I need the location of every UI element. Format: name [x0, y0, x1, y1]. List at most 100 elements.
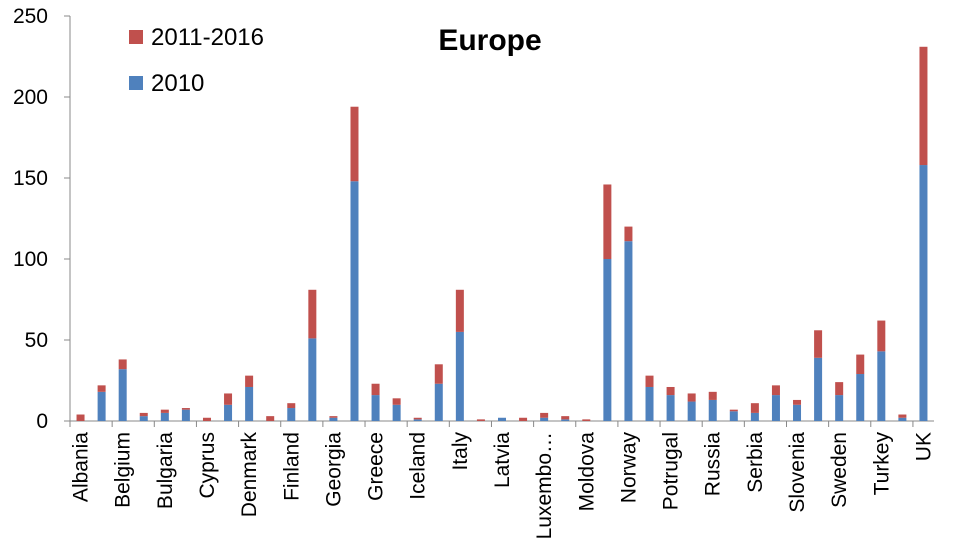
bar-2010: [919, 165, 928, 421]
bar-2011-2016: [266, 416, 275, 421]
bar-2010: [561, 419, 570, 421]
bar-2011-2016: [919, 46, 928, 166]
x-tick-label: Albania: [70, 432, 93, 502]
legend-label-2011-2016: 2011-2016: [151, 24, 264, 51]
bar-2010: [308, 338, 317, 421]
bar-2011-2016: [582, 419, 591, 421]
x-tick-label: Denmark: [238, 432, 261, 518]
legend: 2011-2016 2010: [129, 24, 264, 97]
x-tick-label: Greece: [365, 432, 388, 501]
bar-2010: [603, 259, 612, 421]
bar-2011-2016: [687, 393, 696, 402]
bar-2010: [877, 351, 886, 421]
bar-2010: [224, 404, 233, 421]
bar-2011-2016: [540, 412, 549, 418]
bar-2011-2016: [371, 383, 380, 396]
bar-2011-2016: [455, 289, 464, 332]
x-tick-label: Finland: [280, 432, 303, 501]
bar-2011-2016: [434, 364, 443, 384]
bar-2011-2016: [603, 184, 612, 259]
x-tick-label: Latvia: [491, 432, 514, 488]
bar-2011-2016: [139, 412, 148, 417]
bar-2010: [624, 241, 633, 421]
bar-2010: [498, 417, 506, 421]
bar-2010: [245, 386, 254, 421]
bar-2010: [434, 383, 443, 421]
bar-2010: [350, 181, 359, 421]
bar-2011-2016: [308, 289, 317, 339]
bar-2010: [392, 404, 401, 421]
bar-2010: [793, 404, 802, 421]
x-tick-label: Turkey: [870, 432, 893, 496]
bar-2011-2016: [245, 375, 254, 387]
bar-2011-2016: [76, 414, 85, 421]
bar-2010: [708, 399, 717, 421]
x-tick-label: Potrugal: [660, 432, 683, 510]
bar-2010: [413, 419, 422, 421]
chart-title: Europe: [438, 24, 541, 57]
bar-2011-2016: [350, 106, 359, 182]
bar-2011-2016: [645, 375, 654, 387]
bar-2011-2016: [287, 403, 296, 409]
bar-2011-2016: [666, 386, 675, 396]
bar-2010: [645, 386, 654, 421]
bar-2010: [287, 408, 296, 421]
bar-2010: [750, 412, 759, 421]
legend-swatch-2011-2016: [129, 30, 143, 44]
x-tick-label: Moldova: [575, 432, 598, 512]
plot-area: 0 50 100 150 200 250 Albania Belgium Bulgaria Cyp…: [13, 5, 936, 539]
bar-2011-2016: [181, 408, 190, 410]
bar-2011-2016: [835, 382, 844, 396]
bar-2010: [160, 412, 169, 421]
x-tick-label: Bulgaria: [154, 432, 177, 509]
bar-2011-2016: [624, 226, 633, 242]
x-tick-label: Georgia: [322, 432, 345, 507]
bar-2011-2016: [97, 385, 106, 392]
bar-2011-2016: [793, 399, 802, 405]
bar-2011-2016: [413, 417, 422, 420]
y-tick-label: 150: [13, 167, 48, 190]
bar-2010: [771, 395, 780, 421]
bar-2011-2016: [771, 385, 780, 396]
bar-2010: [118, 369, 127, 421]
bar-2011-2016: [329, 416, 338, 418]
legend-label-2010: 2010: [151, 70, 204, 97]
x-tick-label: Serbia: [744, 432, 767, 493]
bar-2011-2016: [750, 403, 759, 413]
y-tick-label: 200: [13, 86, 48, 109]
bar-2010: [687, 401, 696, 421]
x-tick-label: Sweden: [828, 432, 851, 508]
bar-2010: [181, 409, 190, 421]
bar-2011-2016: [729, 409, 738, 412]
legend-swatch-2010: [129, 76, 143, 90]
x-tick-label: Belgium: [112, 432, 135, 508]
bar-2010: [329, 417, 338, 421]
x-tick-label: Norway: [617, 432, 640, 504]
y-tick-label: 0: [36, 410, 48, 433]
bar-2010: [729, 411, 738, 421]
bar-2011-2016: [224, 393, 233, 405]
bar-2011-2016: [160, 409, 169, 413]
bar-2011-2016: [877, 320, 886, 352]
bar-2011-2016: [898, 414, 907, 418]
bar-2010: [835, 395, 844, 421]
bar-2010: [814, 357, 823, 421]
x-tick-label: Russia: [702, 432, 725, 497]
bar-2011-2016: [476, 419, 485, 421]
bar-2011-2016: [202, 417, 211, 421]
y-tick-label: 250: [13, 5, 48, 28]
bar-2010: [666, 395, 675, 421]
bar-2010: [540, 417, 549, 421]
bar-2010: [139, 416, 148, 421]
bar-2010: [97, 391, 106, 421]
y-tick-label: 50: [25, 329, 48, 352]
bar-2010: [371, 395, 380, 421]
bar-2010: [455, 331, 464, 421]
x-tick-label: Slovenia: [786, 432, 809, 513]
bar-2011-2016: [118, 359, 127, 370]
bar-2011-2016: [814, 330, 823, 358]
x-tick-label: Iceland: [407, 432, 430, 500]
bar-2011-2016: [708, 391, 717, 400]
x-tick-label: Cyprus: [196, 432, 219, 499]
